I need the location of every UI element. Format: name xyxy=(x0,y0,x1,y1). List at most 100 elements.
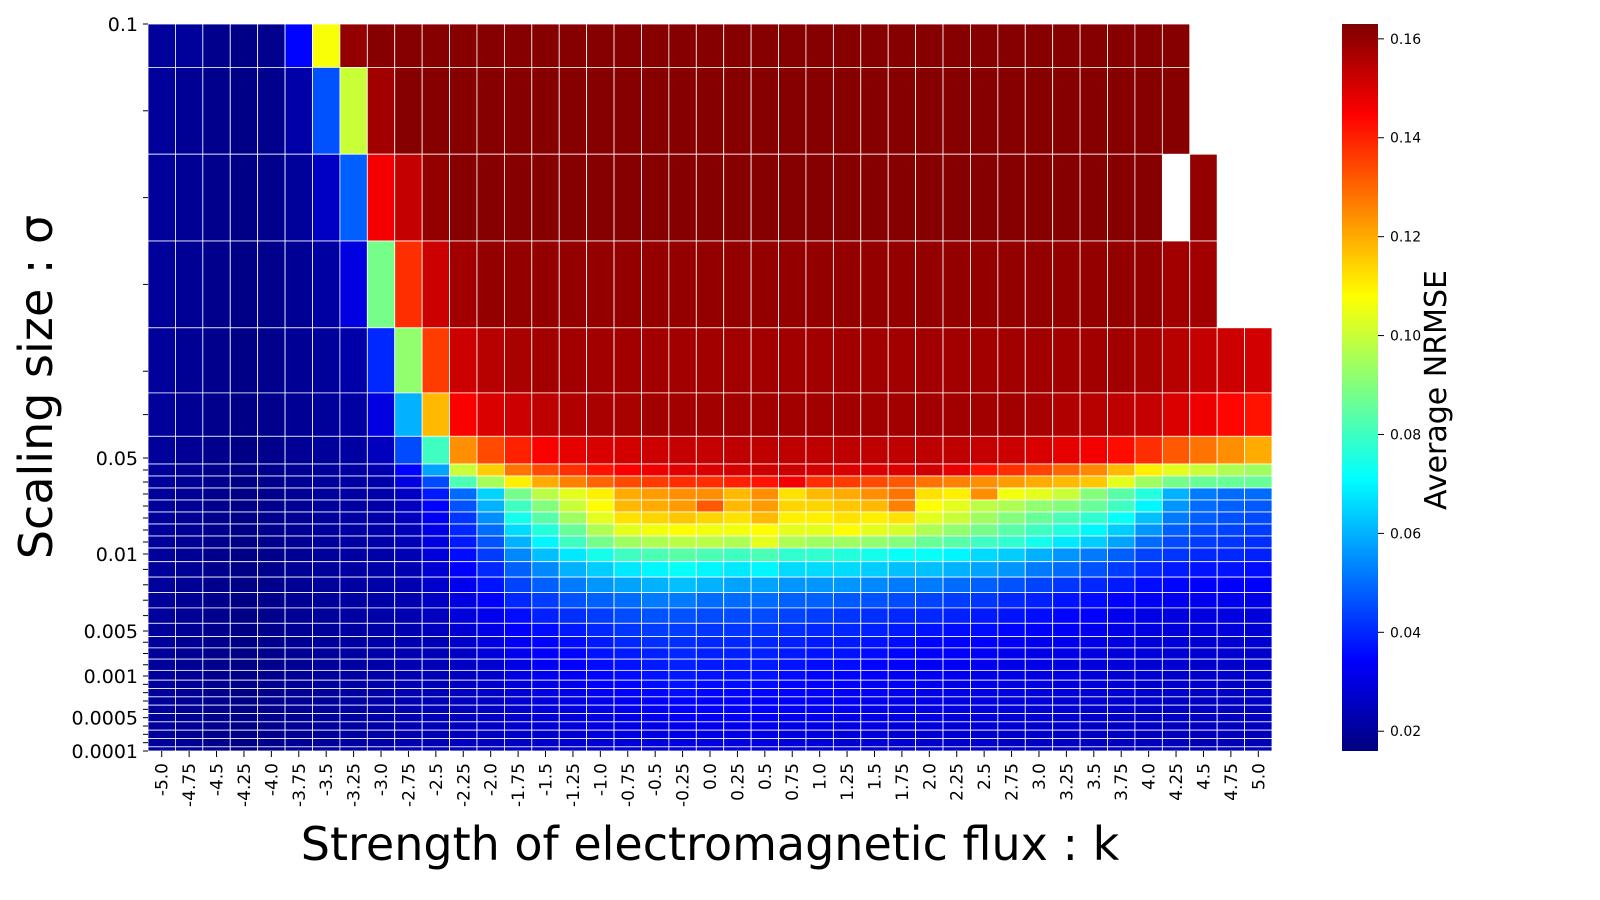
heatmap-cell xyxy=(668,463,697,477)
heatmap-cell xyxy=(531,499,560,513)
heatmap-cell xyxy=(1079,487,1108,501)
colorbar-gradient xyxy=(1342,24,1378,751)
heatmap-cell xyxy=(531,475,560,489)
heatmap-cell xyxy=(366,746,396,752)
heatmap-cell xyxy=(147,607,176,624)
heatmap-cell xyxy=(531,561,560,578)
heatmap-cell xyxy=(970,535,999,549)
heatmap-cell xyxy=(641,721,670,731)
heatmap-cell xyxy=(175,523,204,537)
heatmap-cell xyxy=(1161,688,1191,698)
heatmap-cell xyxy=(229,240,259,329)
heatmap-cell xyxy=(531,327,560,394)
heatmap-cell xyxy=(257,576,286,593)
heatmap-cell xyxy=(421,23,450,68)
heatmap-cell xyxy=(449,523,478,537)
heatmap-cell xyxy=(449,696,478,706)
heatmap-cell xyxy=(284,23,313,68)
heatmap-cell xyxy=(997,688,1026,698)
heatmap-cell xyxy=(915,721,944,731)
heatmap-cell xyxy=(887,658,917,671)
heatmap-cell xyxy=(970,511,999,525)
heatmap-cell xyxy=(1161,713,1191,723)
heatmap-cell xyxy=(1161,511,1191,525)
heatmap-cell xyxy=(1052,738,1081,748)
heatmap-cell xyxy=(1134,669,1163,681)
heatmap-cell xyxy=(860,636,889,649)
heatmap-cell xyxy=(394,647,423,660)
heatmap-cell xyxy=(284,67,313,155)
heatmap-cell xyxy=(1161,535,1191,549)
heatmap-cell xyxy=(586,499,615,513)
heatmap-cell xyxy=(175,622,204,638)
heatmap-cell xyxy=(449,704,478,714)
heatmap-cell xyxy=(1244,738,1273,748)
heatmap-cell xyxy=(997,487,1026,501)
heatmap-cell xyxy=(257,327,286,394)
heatmap-cell xyxy=(586,547,615,563)
heatmap-cell xyxy=(915,487,944,501)
heatmap-cell xyxy=(860,511,889,525)
heatmap-cell xyxy=(1134,713,1163,723)
heatmap-cell xyxy=(476,153,505,242)
heatmap-cell xyxy=(257,647,286,660)
heatmap-cell xyxy=(202,592,231,609)
heatmap-cell xyxy=(1107,435,1136,465)
heatmap-cell xyxy=(339,561,368,578)
heatmap-cell xyxy=(1189,658,1218,671)
heatmap-cell xyxy=(997,547,1026,563)
heatmap-cell xyxy=(1244,729,1273,739)
heatmap-cell xyxy=(778,669,807,681)
heatmap-cell xyxy=(915,592,944,609)
heatmap-cell xyxy=(832,547,862,563)
heatmap-cell xyxy=(641,153,670,242)
heatmap-cell xyxy=(723,688,752,698)
heatmap-cell xyxy=(366,688,396,698)
heatmap-cell xyxy=(641,523,670,537)
heatmap-cell xyxy=(1024,658,1054,671)
heatmap-cell xyxy=(778,511,807,525)
heatmap-cell xyxy=(503,679,533,689)
heatmap-cell xyxy=(860,738,889,748)
heatmap-cell xyxy=(613,658,642,671)
heatmap-cell xyxy=(394,153,423,242)
heatmap-cell xyxy=(1107,669,1136,681)
heatmap-cell xyxy=(723,607,752,624)
heatmap-cell xyxy=(1216,547,1245,563)
heatmap-cell xyxy=(229,592,259,609)
y-axis-ticks: 0.1 0.05 0.01 0.005 0.001 0.0005 0.0001 xyxy=(72,14,148,763)
heatmap-cell xyxy=(1107,561,1136,578)
heatmap-cell xyxy=(832,713,862,723)
heatmap-cell xyxy=(860,435,889,465)
heatmap-cell xyxy=(915,240,944,329)
heatmap-cell xyxy=(860,746,889,752)
heatmap-cell xyxy=(503,658,533,671)
heatmap-cell xyxy=(339,23,368,68)
heatmap-cell xyxy=(1244,592,1273,609)
heatmap-cell xyxy=(668,688,697,698)
heatmap-cell xyxy=(613,511,642,525)
heatmap-cell xyxy=(476,729,505,739)
heatmap-cell xyxy=(229,463,259,477)
heatmap-cell xyxy=(257,592,286,609)
heatmap-cell xyxy=(1189,511,1218,525)
heatmap-cell xyxy=(641,636,670,649)
heatmap-cell xyxy=(1216,636,1245,649)
heatmap-cell xyxy=(805,669,834,681)
heatmap-cell xyxy=(805,679,834,689)
heatmap-cell xyxy=(1107,704,1136,714)
heatmap-cell xyxy=(723,153,752,242)
heatmap-cell xyxy=(942,240,971,329)
heatmap-cell xyxy=(558,499,588,513)
heatmap-cell xyxy=(421,392,450,437)
x-axis-label: Strength of electromagnetic flux : k xyxy=(301,817,1120,871)
heatmap-cell xyxy=(339,647,368,660)
heatmap-cell xyxy=(202,658,231,671)
x-tick-label: -4.75 xyxy=(180,763,200,807)
heatmap-cell xyxy=(312,535,341,549)
heatmap-cell xyxy=(312,658,341,671)
heatmap-cell xyxy=(668,729,697,739)
heatmap-cell xyxy=(997,561,1026,578)
heatmap-cell xyxy=(860,561,889,578)
heatmap-cell xyxy=(723,67,752,155)
